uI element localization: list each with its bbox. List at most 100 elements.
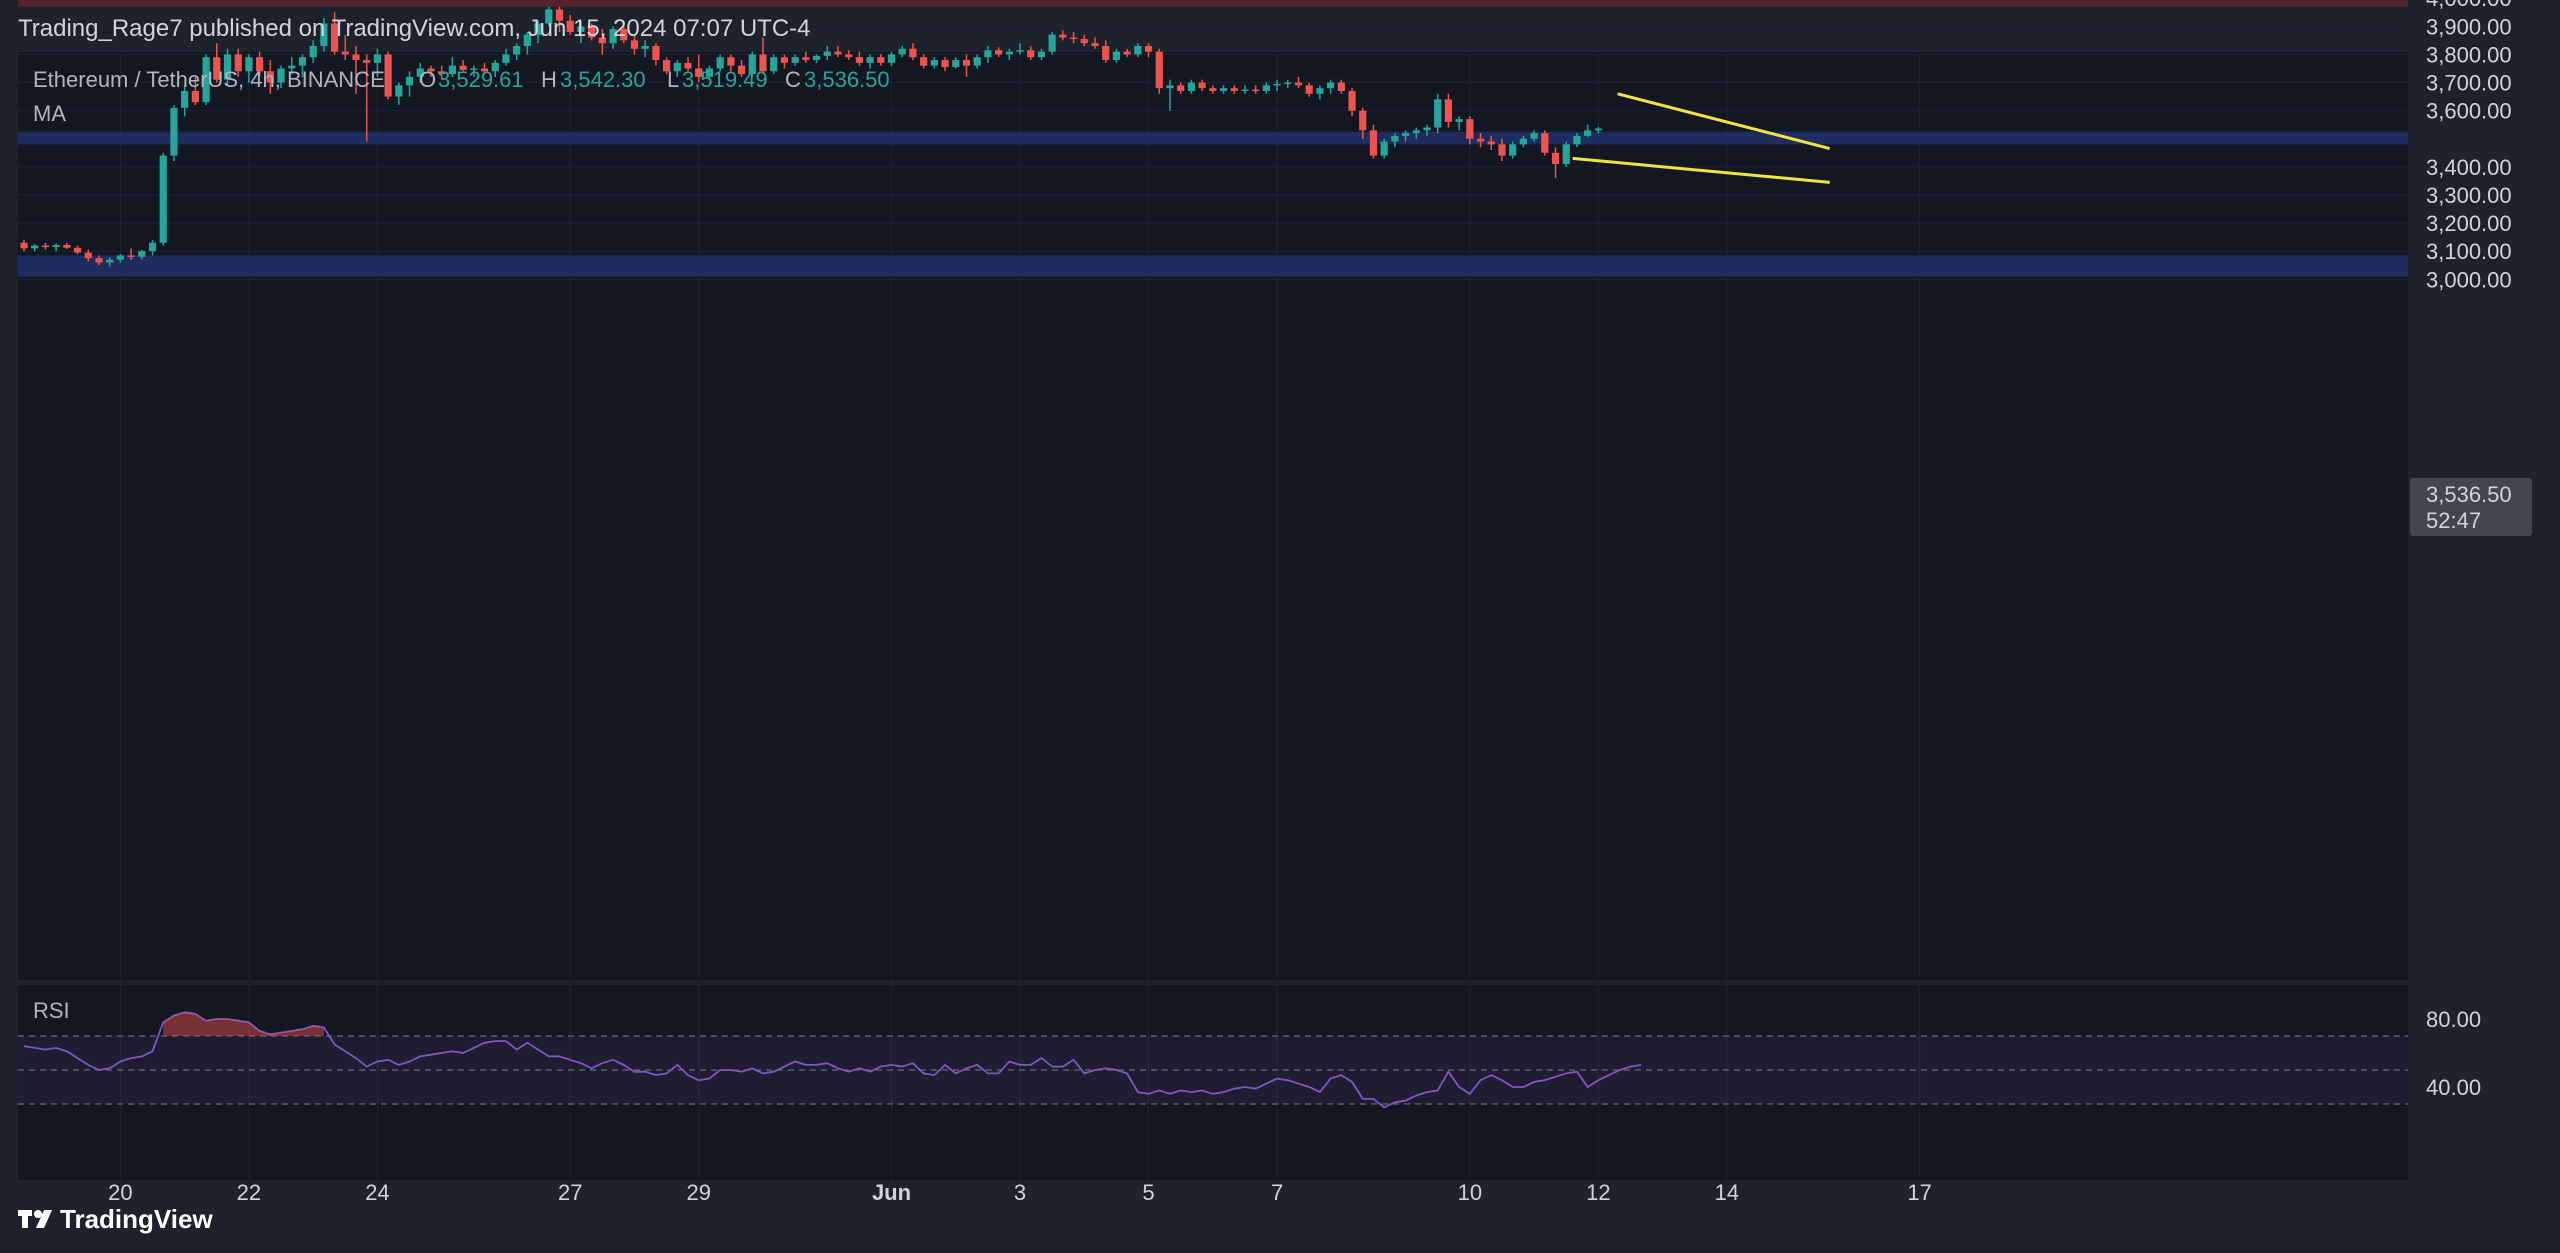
candle-body bbox=[1487, 141, 1495, 145]
candle bbox=[641, 40, 649, 58]
candle-body bbox=[962, 60, 971, 66]
candle-body bbox=[1573, 135, 1581, 145]
candle-body bbox=[1541, 133, 1549, 153]
candle bbox=[480, 62, 489, 75]
candle-body bbox=[1305, 85, 1313, 94]
candle-body bbox=[523, 34, 531, 46]
candle bbox=[973, 54, 981, 69]
tradingview-logo[interactable]: TradingView bbox=[18, 1204, 213, 1234]
price-axis[interactable]: 4,000.00 3,900.00 3,800.00 3,700.00 3,600.00… bbox=[2426, 0, 2512, 292]
candle-body bbox=[1187, 82, 1195, 91]
candle-body bbox=[877, 57, 885, 63]
ma-indicator-label[interactable]: MA bbox=[33, 101, 66, 126]
candle bbox=[1252, 85, 1260, 94]
candle-body bbox=[181, 90, 189, 108]
candle bbox=[277, 65, 285, 89]
candle-body bbox=[845, 54, 853, 58]
candle-body bbox=[641, 45, 649, 49]
candle bbox=[1541, 130, 1549, 156]
ohlc-low-label: L bbox=[667, 67, 679, 92]
candle-body bbox=[1498, 144, 1506, 156]
candle bbox=[1016, 43, 1024, 55]
candle-body bbox=[31, 245, 39, 249]
candle bbox=[941, 57, 949, 72]
rsi-pane[interactable] bbox=[18, 985, 2408, 1180]
candle-body bbox=[1551, 152, 1560, 165]
candle-body bbox=[288, 65, 296, 69]
candle bbox=[995, 47, 1003, 58]
candle bbox=[1380, 138, 1388, 159]
candle bbox=[31, 244, 39, 252]
candle bbox=[1348, 88, 1356, 117]
bar-countdown: 52:47 bbox=[2426, 508, 2481, 533]
candle-body bbox=[834, 51, 842, 55]
candle bbox=[791, 54, 799, 66]
candle-body bbox=[1294, 82, 1303, 86]
candle-body bbox=[1262, 85, 1270, 91]
candle-body bbox=[748, 54, 756, 75]
candle-body bbox=[566, 20, 574, 32]
ohlc-open-label: O bbox=[419, 67, 436, 92]
candle-body bbox=[1594, 128, 1602, 131]
candle-body bbox=[245, 57, 253, 72]
candle bbox=[1048, 31, 1056, 55]
candle-body bbox=[1380, 141, 1388, 156]
candle-body bbox=[759, 54, 767, 72]
candle-body bbox=[63, 245, 71, 248]
candle-body bbox=[588, 26, 596, 38]
candle-body bbox=[1091, 43, 1099, 46]
candle-body bbox=[427, 68, 435, 72]
candle bbox=[1059, 30, 1067, 41]
symbol-title[interactable]: Ethereum / TetherUS, 4h, BINANCE bbox=[33, 67, 385, 92]
candle-body bbox=[95, 258, 103, 263]
resistance-zone bbox=[18, 0, 2408, 7]
candle-body bbox=[716, 57, 724, 69]
candle bbox=[1187, 79, 1195, 94]
ohlc-low-value: 3,519.49 bbox=[682, 67, 768, 92]
price-tick-label: 3,800.00 bbox=[2426, 42, 2512, 67]
price-tick-label: 3,400.00 bbox=[2426, 155, 2512, 180]
price-pane[interactable] bbox=[18, 52, 2408, 980]
rsi-indicator-label[interactable]: RSI bbox=[33, 998, 70, 1023]
candle-body bbox=[1123, 51, 1131, 55]
candle bbox=[234, 48, 242, 77]
candle bbox=[395, 82, 403, 106]
candle bbox=[630, 34, 639, 55]
candle bbox=[780, 54, 789, 69]
candle bbox=[652, 43, 660, 66]
candle-body bbox=[1476, 138, 1485, 142]
candle bbox=[609, 26, 617, 49]
candle bbox=[1551, 147, 1560, 179]
candle bbox=[1305, 82, 1313, 97]
time-axis[interactable]: 20 22 24 27 29 Jun 3 5 7 10 12 14 17 bbox=[108, 1180, 1932, 1205]
rsi-line bbox=[23, 1011, 1642, 1109]
candle bbox=[1476, 133, 1485, 148]
price-zones bbox=[18, 0, 2408, 277]
candle-body bbox=[1252, 89, 1260, 92]
candle-body bbox=[330, 23, 339, 52]
rsi-axis[interactable]: 80.00 40.00 bbox=[2426, 1007, 2481, 1100]
current-price: 3,536.50 bbox=[2426, 482, 2512, 507]
candle bbox=[1069, 31, 1078, 44]
candle-body bbox=[191, 90, 199, 103]
candle bbox=[984, 45, 992, 63]
tradingview-logo-icon bbox=[18, 1210, 52, 1228]
rsi-tick-label: 40.00 bbox=[2426, 1075, 2481, 1100]
candle bbox=[684, 57, 692, 72]
candle bbox=[1487, 135, 1495, 150]
candle bbox=[352, 45, 360, 94]
candle-body bbox=[352, 54, 360, 61]
wedge-trendlines[interactable] bbox=[1572, 92, 1831, 184]
candle bbox=[470, 65, 478, 77]
candle bbox=[1241, 85, 1249, 94]
candle bbox=[73, 245, 82, 255]
candle-body bbox=[1284, 82, 1292, 85]
tradingview-brand: TradingView bbox=[60, 1204, 213, 1234]
candle-body bbox=[770, 57, 778, 72]
candle bbox=[448, 57, 456, 77]
candle bbox=[1005, 48, 1013, 61]
time-tick-label: 3 bbox=[1014, 1180, 1026, 1205]
candle-body bbox=[52, 245, 60, 247]
candle-body bbox=[73, 247, 82, 253]
